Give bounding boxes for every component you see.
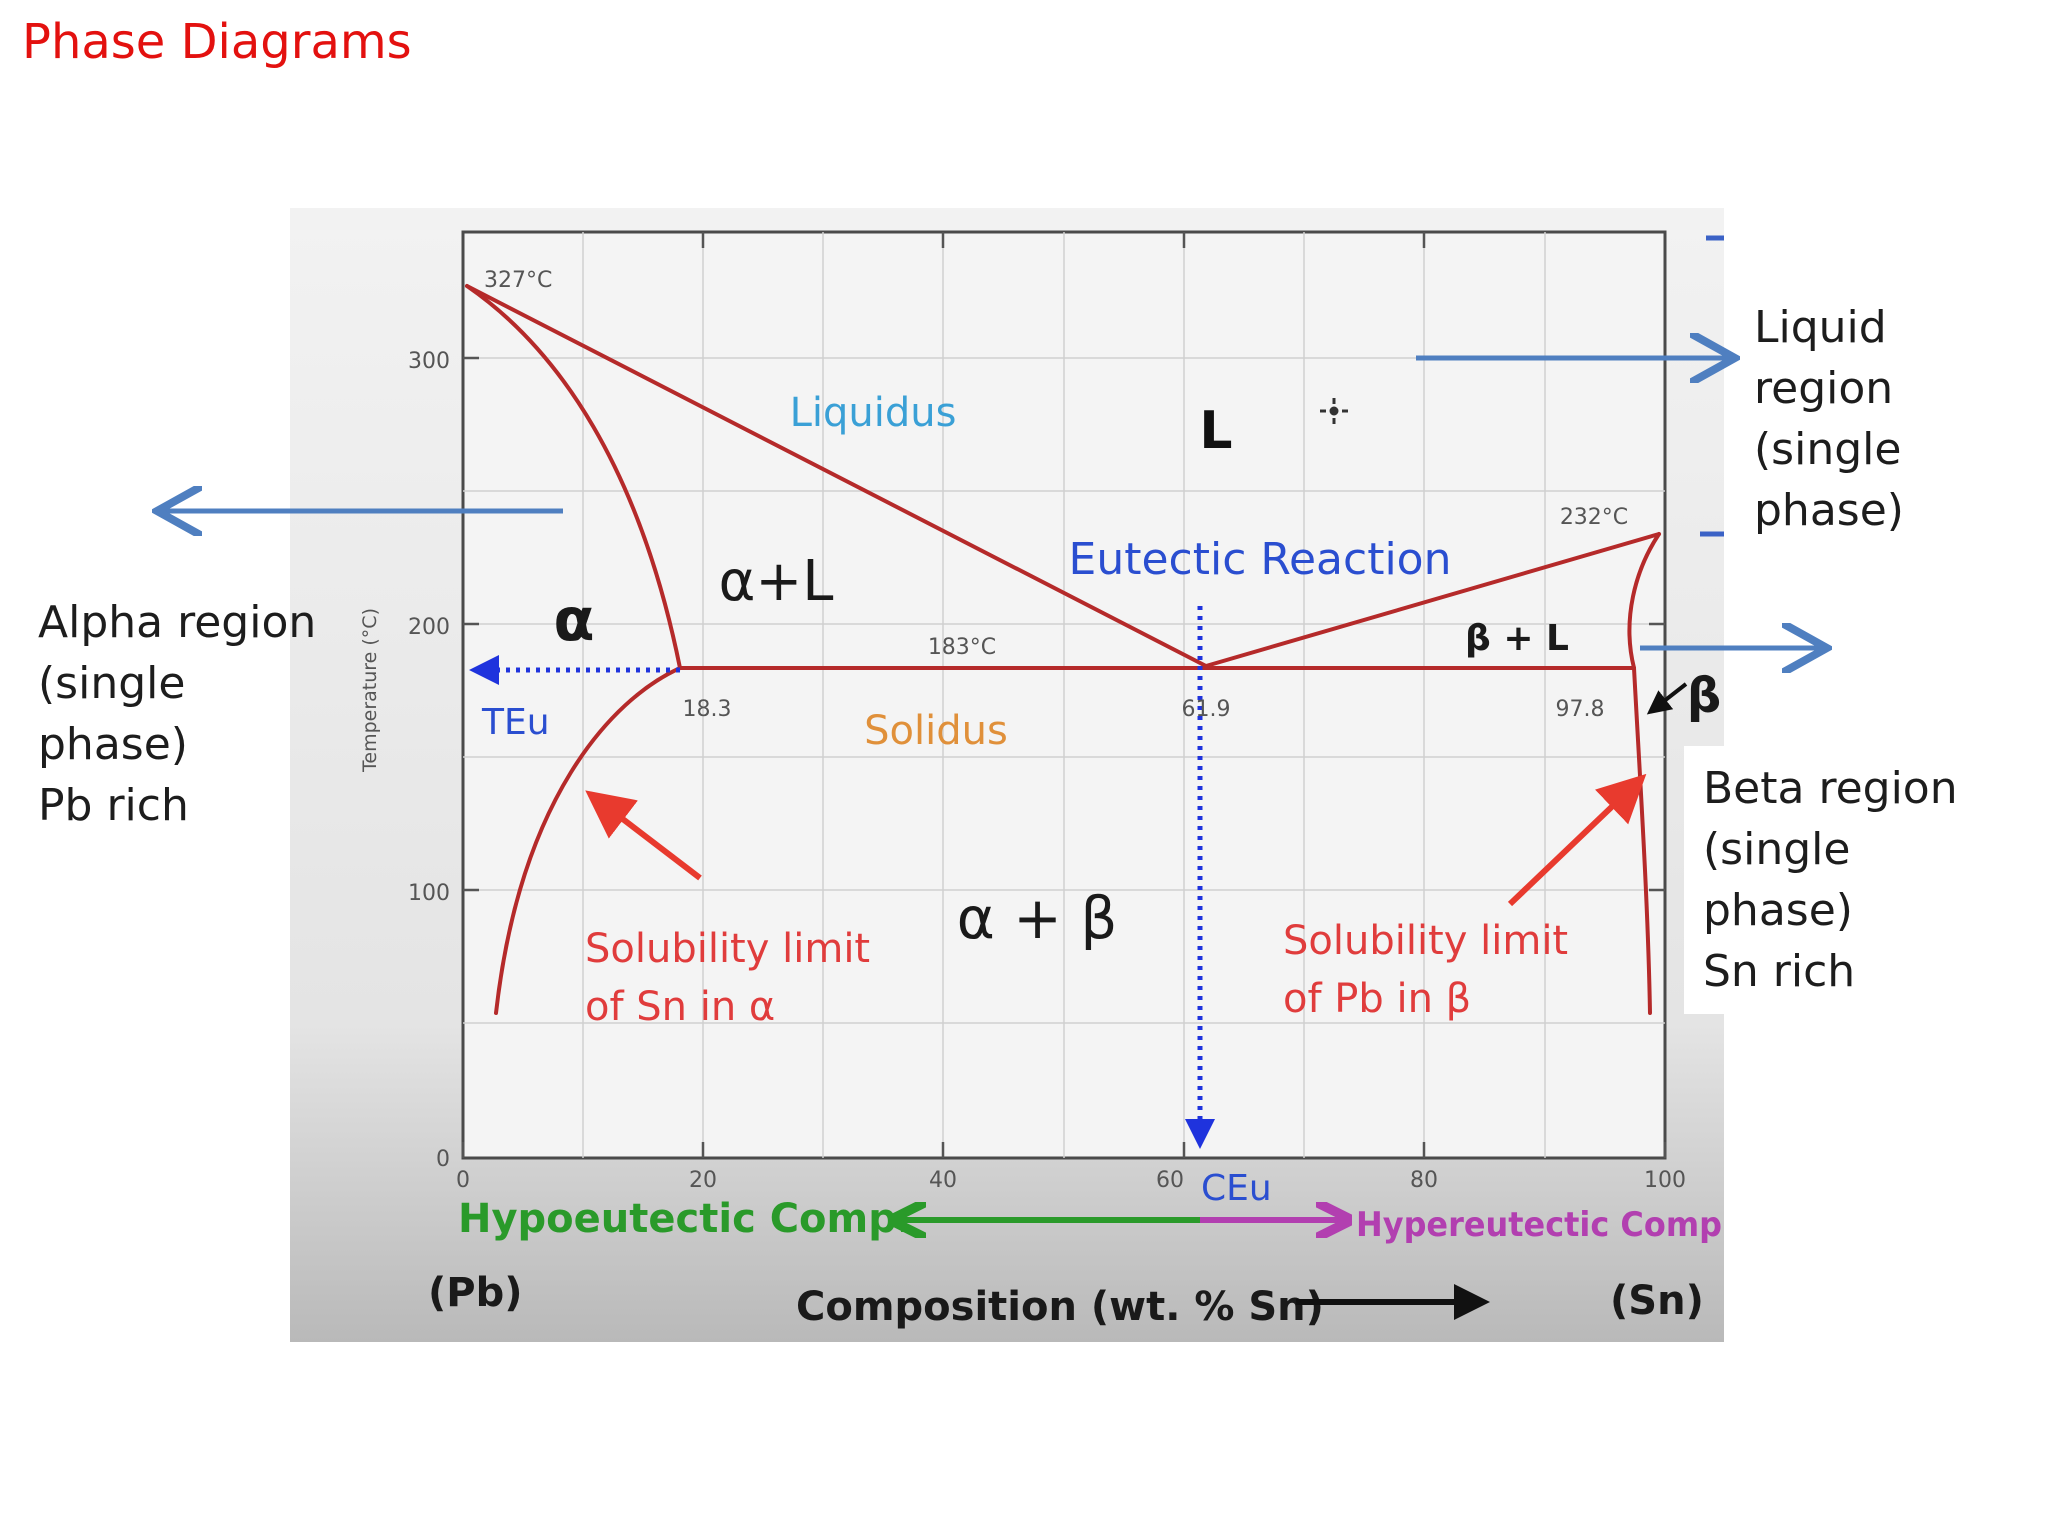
beta-note-line: phase) bbox=[1703, 885, 1853, 936]
solvus-alpha-line bbox=[494, 666, 682, 1015]
teu-label: TEu bbox=[481, 702, 550, 743]
eutectic-temperature-label: 183°C bbox=[928, 635, 996, 660]
y-tick-label: 0 bbox=[436, 1147, 450, 1172]
y-axis-label: Temperature (°C) bbox=[359, 608, 381, 773]
x-axis-label: Composition (wt. % Sn) bbox=[796, 1284, 1324, 1330]
solidus-label: Solidus bbox=[864, 708, 1008, 754]
beta-note-line: Sn rich bbox=[1703, 946, 1856, 997]
solvus-beta-arrow bbox=[1507, 773, 1647, 907]
beta-pointer-arrow bbox=[1646, 682, 1688, 715]
solvus-alpha-arrow bbox=[585, 790, 702, 881]
region-alpha-label: α bbox=[553, 585, 594, 655]
sn-end-label: (Sn) bbox=[1610, 1278, 1704, 1324]
region-alpha-beta-label: α + β bbox=[957, 884, 1118, 952]
solidus-beta-line bbox=[1627, 532, 1661, 670]
x-tick-label: 0 bbox=[456, 1168, 470, 1193]
pb-melting-point-label: 327°C bbox=[484, 268, 552, 293]
region-alpha-liquid-label: α+L bbox=[718, 549, 833, 614]
eutectic-reaction-label: Eutectic Reaction bbox=[1069, 534, 1452, 585]
solvus-beta-line bbox=[1632, 666, 1652, 1015]
solvus-beta-label-line2: of Pb in β bbox=[1283, 976, 1471, 1022]
eutectic-markers bbox=[469, 606, 1215, 1149]
beta-note-panel bbox=[1684, 746, 1964, 1014]
x-tick-label: 20 bbox=[689, 1168, 717, 1193]
beta-note-line: Beta region bbox=[1703, 763, 1958, 814]
region-liquid-label: L bbox=[1199, 401, 1232, 461]
alpha-solubility-value: 18.3 bbox=[683, 697, 732, 722]
hypereutectic-label: Hypereutectic Comp bbox=[1356, 1205, 1722, 1245]
hypoeutectic-label: Hypoeutectic Comp. bbox=[458, 1196, 912, 1242]
liquidus-right-line bbox=[1204, 532, 1661, 668]
phase-boundaries bbox=[465, 284, 1661, 1015]
solvus-alpha-label-line2: of Sn in α bbox=[585, 984, 775, 1030]
solvus-alpha-label-line1: Solubility limit bbox=[585, 926, 870, 972]
liquidus-left-line bbox=[465, 284, 1208, 668]
grid bbox=[463, 232, 1665, 1158]
x-tick-label: 60 bbox=[1156, 1168, 1184, 1193]
sn-melting-point-label: 232°C bbox=[1560, 505, 1628, 530]
eutectic-composition-value: 61.9 bbox=[1182, 697, 1231, 722]
liquidus-label: Liquidus bbox=[790, 390, 957, 436]
region-beta-label: β bbox=[1687, 668, 1721, 724]
x-tick-label: 40 bbox=[929, 1168, 957, 1193]
liquid-note-line: (single bbox=[1754, 424, 1902, 475]
y-tick-label: 100 bbox=[408, 881, 450, 906]
beta-region-note: Beta region (single phase) Sn rich bbox=[1703, 758, 1958, 1002]
x-tick-label: 80 bbox=[1410, 1168, 1438, 1193]
y-tick-label: 200 bbox=[408, 615, 450, 640]
y-tick-label: 300 bbox=[408, 349, 450, 374]
region-beta-liquid-label: β + L bbox=[1465, 618, 1569, 659]
alpha-note-line: phase) bbox=[38, 719, 188, 770]
alpha-note-line: Alpha region bbox=[38, 597, 317, 648]
solvus-beta-label-line1: Solubility limit bbox=[1283, 918, 1568, 964]
alpha-region-note: Alpha region (single phase) Pb rich bbox=[38, 592, 316, 836]
slide-title: Phase Diagrams bbox=[22, 14, 412, 70]
ceu-label: CEu bbox=[1201, 1168, 1272, 1209]
liquid-note-line: phase) bbox=[1754, 485, 1904, 536]
liquid-region-note: Liquid region (single phase) bbox=[1754, 297, 1904, 541]
liquid-note-line: region bbox=[1754, 363, 1894, 414]
solidus-alpha-line bbox=[465, 284, 682, 670]
x-tick-label: 100 bbox=[1644, 1168, 1686, 1193]
alpha-note-line: (single bbox=[38, 658, 186, 709]
liquid-note-line: Liquid bbox=[1754, 302, 1887, 353]
pb-end-label: (Pb) bbox=[428, 1270, 523, 1316]
beta-note-line: (single bbox=[1703, 824, 1851, 875]
crosshair-marker bbox=[1320, 398, 1348, 424]
alpha-note-line: Pb rich bbox=[38, 780, 189, 831]
beta-solubility-value: 97.8 bbox=[1556, 697, 1605, 722]
